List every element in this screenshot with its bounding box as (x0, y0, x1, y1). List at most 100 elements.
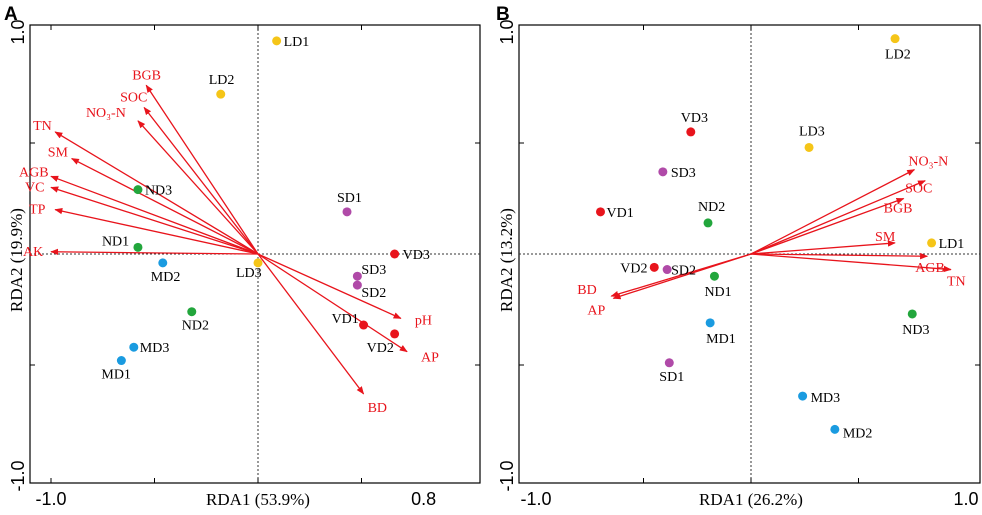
sample-label: MD3 (811, 391, 841, 406)
sample-point-sd2 (352, 280, 362, 290)
sample-point-sd2 (662, 265, 672, 275)
arrow-agb (50, 175, 259, 255)
sample-label: MD2 (843, 426, 873, 441)
sample-point-vd3 (686, 127, 696, 137)
sample-point-sd1 (342, 207, 352, 217)
sample-point-ld1 (272, 36, 282, 46)
arrow-label: AGB (19, 165, 49, 180)
sample-label: SD3 (671, 166, 696, 181)
sample-point-nd3 (907, 309, 917, 319)
sample-label: ND2 (182, 319, 209, 334)
sample-label: MD3 (140, 341, 170, 356)
sample-point-md3 (129, 342, 139, 352)
sample-label: LD1 (284, 35, 310, 50)
sample-label: ND2 (698, 200, 725, 215)
sample-point-nd2 (187, 307, 197, 317)
arrow-label: AP (587, 303, 605, 318)
arrow-label: AK (23, 245, 43, 260)
sample-point-nd1 (709, 271, 719, 281)
sample-label: VD1 (607, 206, 634, 221)
arrow-ak (50, 248, 259, 256)
sample-point-nd1 (133, 242, 143, 252)
sample-point-nd2 (703, 218, 713, 228)
y-tick-label: 1.0 (8, 19, 28, 44)
sample-label: LD3 (799, 124, 825, 139)
sample-point-ld3 (804, 142, 814, 152)
arrow-label: TN (947, 275, 966, 290)
sample-point-md2 (830, 424, 840, 434)
x-tick-label: -1.0 (35, 489, 66, 509)
y-tick-label: -1.0 (497, 460, 517, 491)
sample-point-vd2 (649, 262, 659, 272)
y-tick-label: -1.0 (8, 460, 28, 491)
x-tick-label: 1.0 (953, 489, 978, 509)
arrow-label: SM (48, 146, 69, 161)
sample-point-sd3 (658, 167, 668, 177)
arrow-sm (70, 157, 259, 255)
arrow-label: VC (25, 180, 44, 195)
sample-point-ld3 (253, 258, 263, 268)
panel-a-rda-plot: -1.0 0.8 1.0 -1.0 RDA1 (53.9%) RDA2 (19.9%) A B… (4, 4, 481, 509)
sample-point-nd3 (133, 185, 143, 195)
sample-label: ND1 (704, 285, 731, 300)
sample-point-sd3 (352, 271, 362, 281)
arrow-label: TP (29, 203, 46, 218)
sample-point-ld2 (216, 89, 226, 99)
sample-point-sd1 (664, 358, 674, 368)
arrow-label: AP (421, 351, 439, 366)
sample-label: VD3 (681, 111, 708, 126)
sample-label: MD1 (101, 368, 131, 383)
sample-point-md1 (116, 356, 126, 366)
arrow-ap (257, 253, 408, 353)
sample-label: VD2 (620, 261, 647, 276)
arrow-ap (612, 253, 752, 300)
sample-label: SD1 (659, 370, 684, 385)
panel-letter: B (496, 4, 510, 25)
sample-point-vd1 (359, 320, 369, 330)
y-axis-label: RDA2 (13.2%) (497, 208, 516, 312)
x-tick-label: 0.8 (411, 489, 436, 509)
arrow-label: BD (577, 283, 596, 298)
panel-letter: A (4, 4, 18, 25)
sample-label: SD1 (337, 191, 362, 206)
sample-point-ld1 (927, 238, 937, 248)
x-tick-label: -1.0 (520, 489, 551, 509)
arrow-non (137, 120, 259, 255)
arrow-sm (750, 240, 896, 255)
arrow-label: NO₃-N (86, 106, 126, 121)
arrow-soc (750, 180, 926, 255)
sample-point-md2 (158, 258, 168, 268)
arrow-label: BD (368, 401, 387, 416)
x-axis-label: RDA1 (26.2%) (699, 490, 803, 509)
sample-label: SD2 (361, 286, 386, 301)
arrow-label: SOC (120, 90, 147, 105)
arrow-label: BGB (884, 202, 913, 217)
y-tick-label: 1.0 (497, 19, 517, 44)
sample-label: LD2 (885, 48, 911, 63)
arrow-soc (143, 106, 259, 255)
sample-label: VD3 (403, 248, 430, 263)
sample-point-md3 (798, 391, 808, 401)
arrow-tn (750, 253, 952, 273)
sample-label: VD1 (332, 312, 359, 327)
sample-label: ND3 (145, 184, 172, 199)
sample-label: ND1 (102, 234, 129, 249)
arrow-label: pH (415, 313, 432, 328)
sample-label: SD3 (361, 263, 386, 278)
sample-point-md1 (705, 318, 715, 328)
panel-b-rda-plot: -1.0 1.0 1.0 -1.0 RDA1 (26.2%) RDA2 (13.2%) B N… (496, 4, 981, 509)
arrow-agb (750, 252, 929, 260)
arrow-label: TN (33, 119, 52, 134)
arrow-non (750, 169, 916, 255)
sample-label: MD2 (151, 270, 181, 285)
x-axis-label: RDA1 (53.9%) (206, 490, 310, 509)
sample-label: ND3 (902, 323, 929, 338)
sample-point-vd3 (390, 249, 400, 259)
arrow-label: BGB (132, 68, 161, 83)
arrow-bgb (750, 197, 905, 255)
arrow-label: AGB (915, 261, 945, 276)
arrow-tp (54, 208, 259, 255)
sample-label: MD1 (706, 332, 736, 347)
sample-label: SD2 (671, 264, 696, 279)
